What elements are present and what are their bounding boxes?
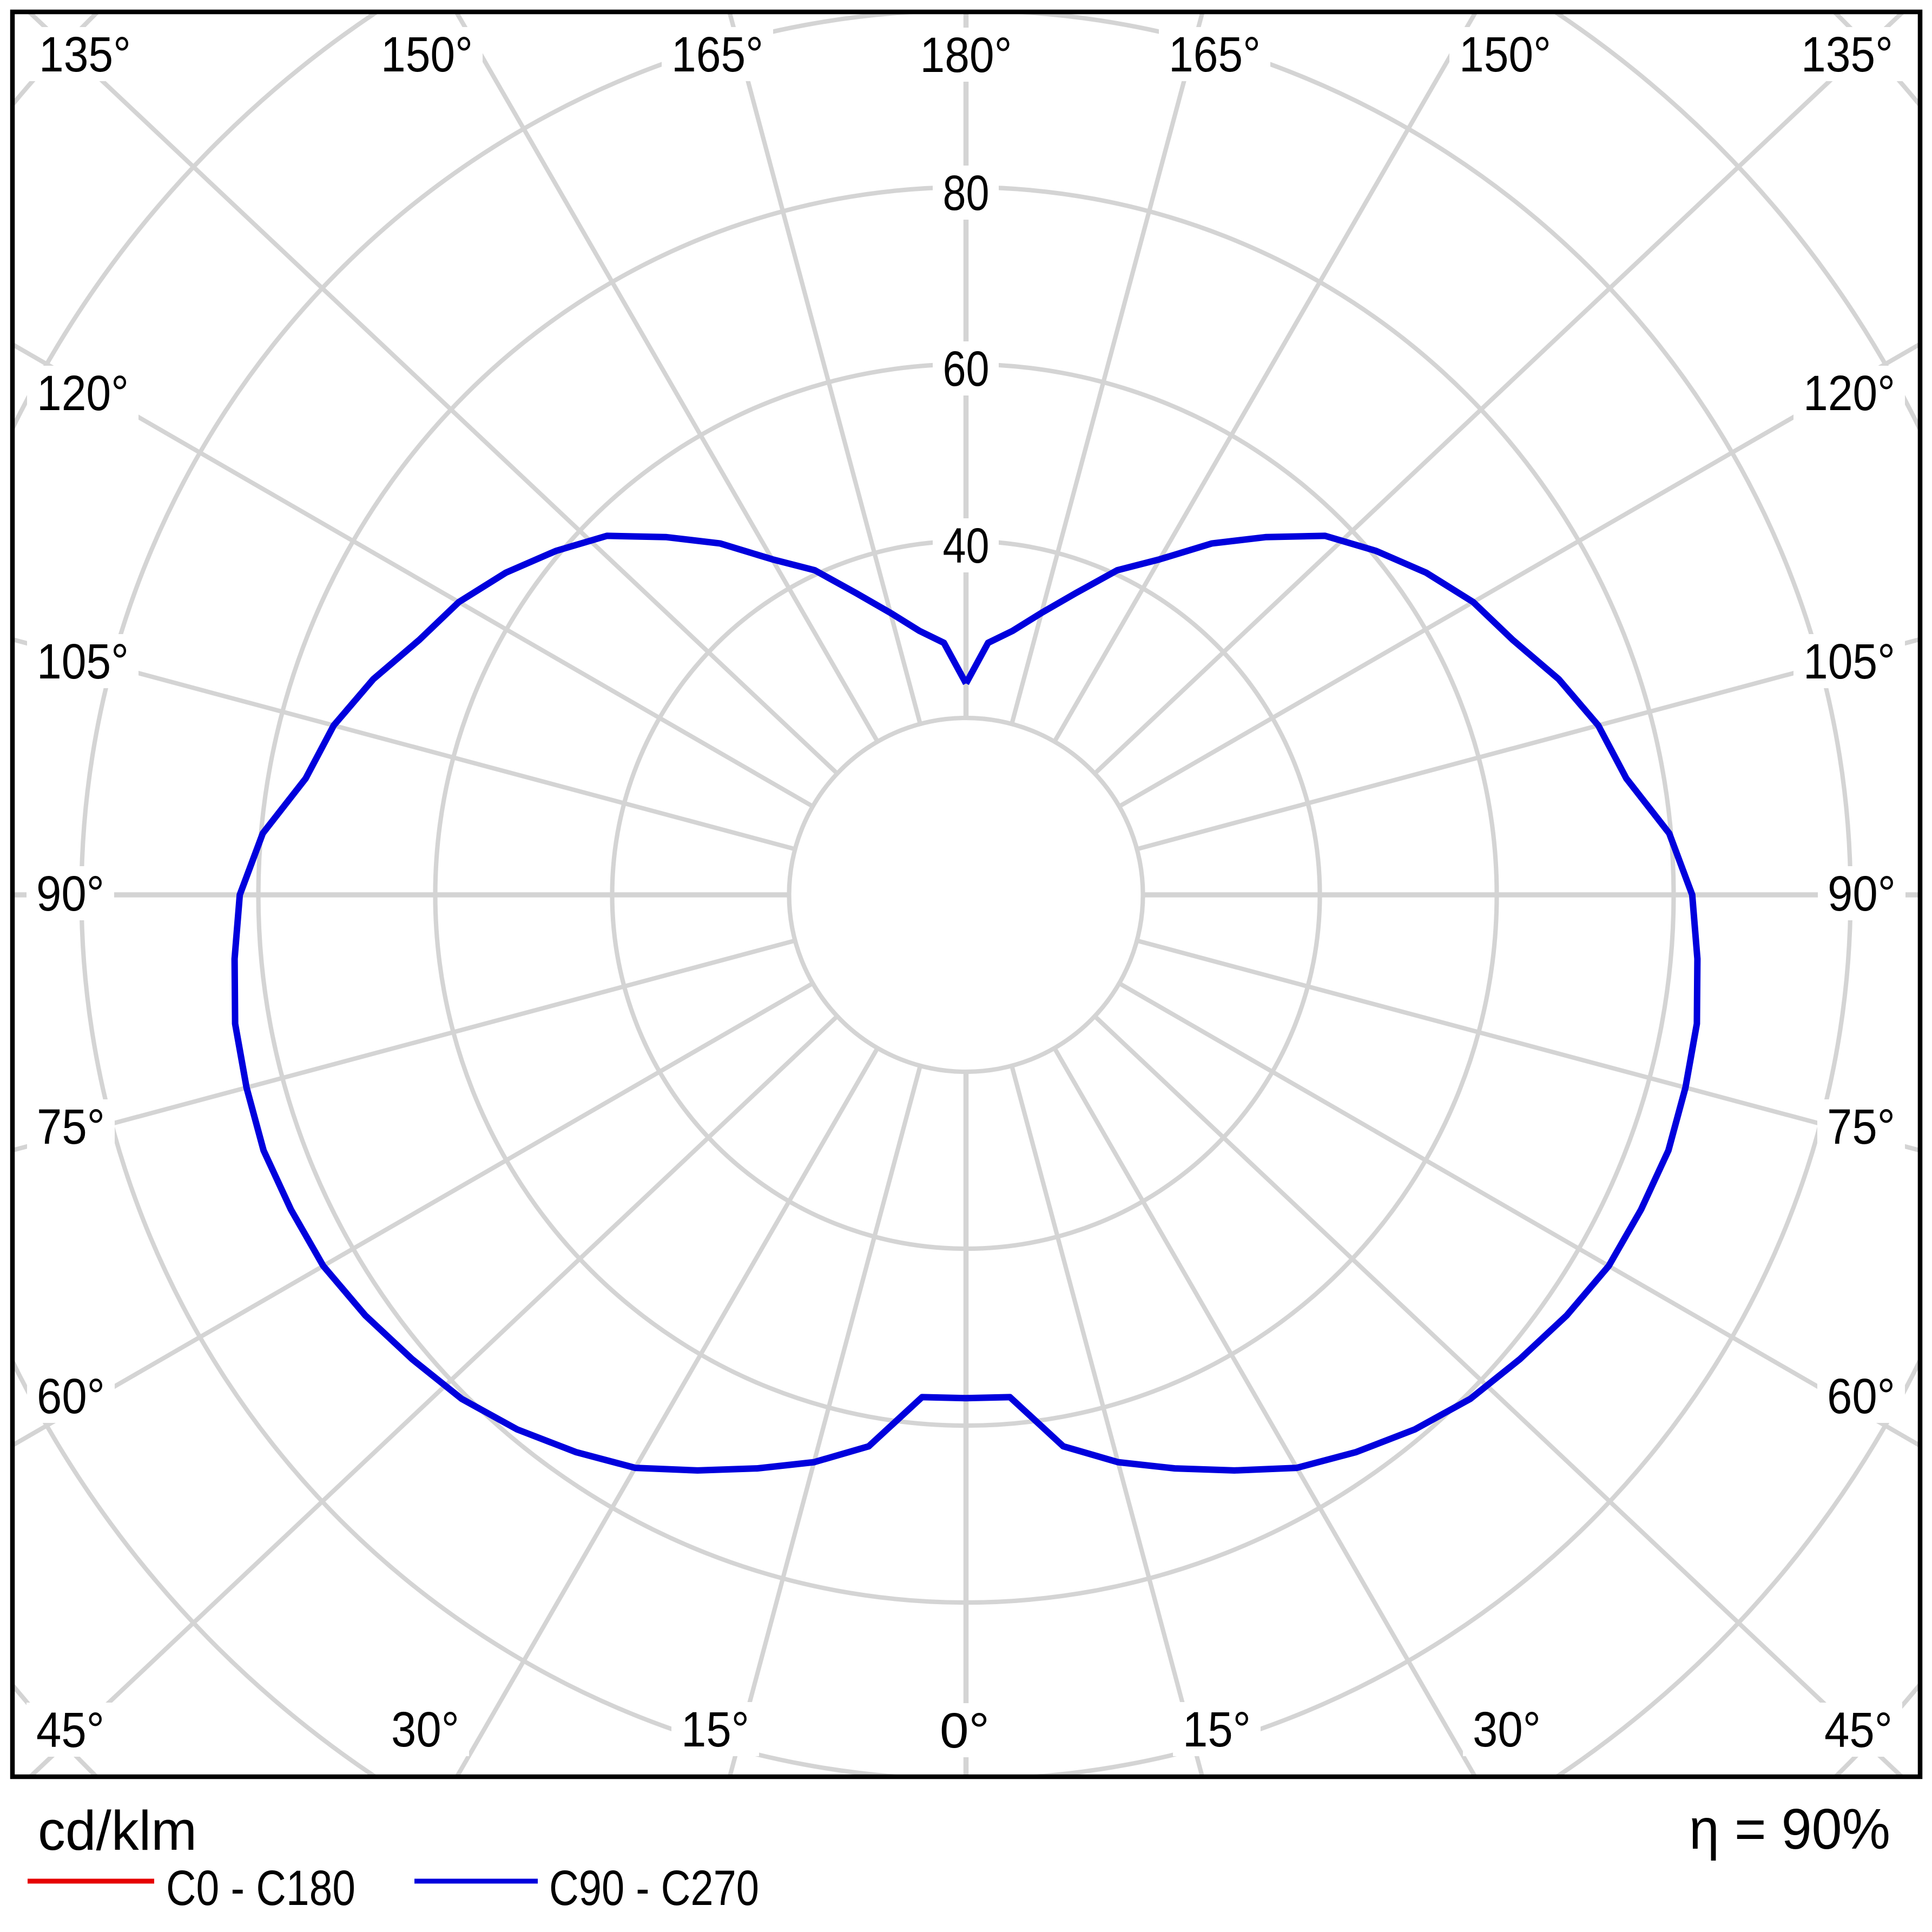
svg-text:45°: 45° — [1824, 1703, 1893, 1758]
svg-text:40: 40 — [943, 518, 990, 573]
svg-text:60°: 60° — [1827, 1369, 1895, 1424]
svg-text:90°: 90° — [1828, 866, 1896, 921]
svg-text:15°: 15° — [1183, 1702, 1251, 1757]
svg-text:75°: 75° — [37, 1099, 105, 1155]
svg-text:180°: 180° — [920, 28, 1012, 83]
svg-text:80: 80 — [943, 166, 990, 221]
svg-text:135°: 135° — [1801, 27, 1893, 82]
svg-text:75°: 75° — [1827, 1099, 1895, 1155]
svg-text:165°: 165° — [1169, 27, 1261, 82]
svg-text:135°: 135° — [39, 27, 131, 82]
svg-text:C0 - C180: C0 - C180 — [166, 1861, 355, 1916]
svg-text:30°: 30° — [1473, 1702, 1541, 1757]
svg-text:150°: 150° — [1459, 27, 1551, 82]
svg-text:60: 60 — [943, 341, 990, 397]
svg-text:60°: 60° — [37, 1369, 105, 1424]
svg-text:45°: 45° — [36, 1703, 104, 1758]
svg-text:cd/klm: cd/klm — [38, 1799, 197, 1862]
svg-text:105°: 105° — [1803, 634, 1895, 689]
svg-text:150°: 150° — [381, 27, 473, 82]
svg-text:η = 90%: η = 90% — [1689, 1797, 1890, 1861]
svg-text:15°: 15° — [681, 1702, 749, 1757]
svg-text:165°: 165° — [671, 27, 763, 82]
svg-text:90°: 90° — [36, 866, 104, 921]
svg-text:C90 - C270: C90 - C270 — [549, 1861, 759, 1916]
svg-text:120°: 120° — [37, 366, 129, 421]
svg-text:30°: 30° — [391, 1702, 459, 1757]
svg-text:0°: 0° — [940, 1703, 990, 1758]
svg-text:120°: 120° — [1803, 366, 1895, 421]
svg-text:105°: 105° — [37, 634, 129, 689]
